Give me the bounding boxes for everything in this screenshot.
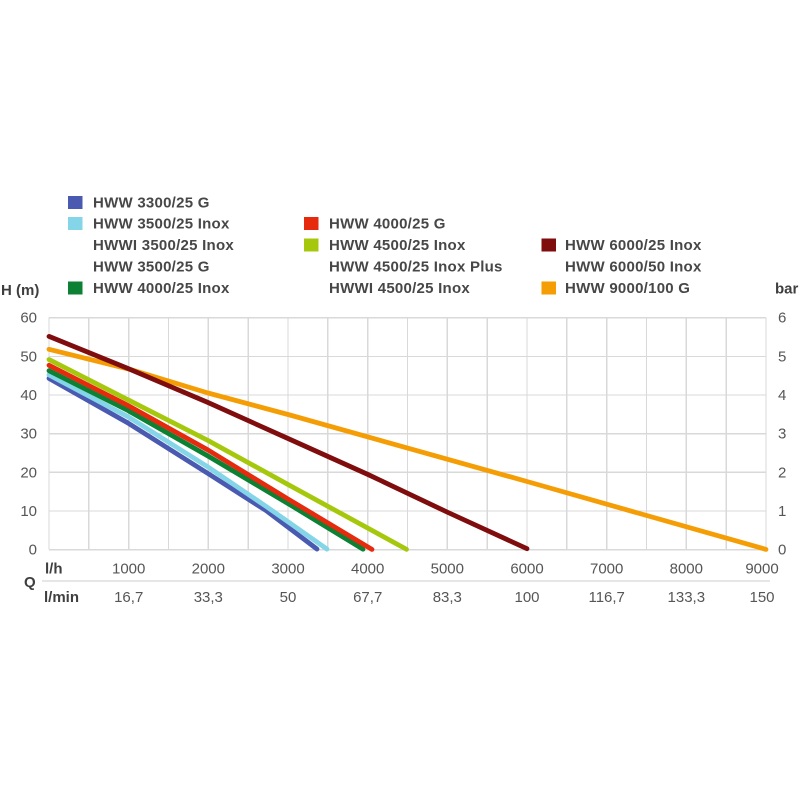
svg-text:l/h: l/h <box>45 561 63 578</box>
svg-text:9000: 9000 <box>745 561 778 578</box>
svg-text:3000: 3000 <box>271 561 304 578</box>
svg-text:6000: 6000 <box>510 561 543 578</box>
svg-text:5: 5 <box>778 348 786 365</box>
svg-text:150: 150 <box>749 589 774 606</box>
svg-text:l/min: l/min <box>44 589 79 606</box>
svg-text:100: 100 <box>514 589 539 606</box>
svg-text:30: 30 <box>20 426 37 443</box>
svg-text:H (m): H (m) <box>1 282 39 299</box>
svg-text:133,3: 133,3 <box>668 589 706 606</box>
svg-text:2000: 2000 <box>192 561 225 578</box>
svg-text:0: 0 <box>29 542 37 559</box>
svg-text:HWW 4000/25 Inox: HWW 4000/25 Inox <box>93 280 230 297</box>
svg-text:0: 0 <box>778 542 786 559</box>
svg-text:bar: bar <box>775 281 799 298</box>
svg-text:33,3: 33,3 <box>194 589 223 606</box>
svg-text:6: 6 <box>778 310 786 327</box>
svg-text:HWW 4000/25 G: HWW 4000/25 G <box>329 216 446 233</box>
svg-text:10: 10 <box>20 503 37 520</box>
svg-text:20: 20 <box>20 464 37 481</box>
svg-text:67,7: 67,7 <box>353 589 382 606</box>
svg-text:16,7: 16,7 <box>114 589 143 606</box>
svg-text:50: 50 <box>280 589 297 606</box>
svg-text:HWWI 4500/25 Inox: HWWI 4500/25 Inox <box>329 280 470 297</box>
svg-text:60: 60 <box>20 310 37 327</box>
svg-text:1000: 1000 <box>112 561 145 578</box>
svg-text:40: 40 <box>20 387 37 404</box>
svg-text:8000: 8000 <box>670 561 703 578</box>
svg-text:4000: 4000 <box>351 561 384 578</box>
svg-text:83,3: 83,3 <box>433 589 462 606</box>
svg-text:HWW 6000/50 Inox: HWW 6000/50 Inox <box>565 259 702 276</box>
svg-text:2: 2 <box>778 464 786 481</box>
svg-text:4: 4 <box>778 387 786 404</box>
svg-text:1: 1 <box>778 503 786 520</box>
svg-text:Q: Q <box>24 574 36 591</box>
svg-text:HWW 4500/25 Inox: HWW 4500/25 Inox <box>329 237 466 254</box>
svg-text:7000: 7000 <box>590 561 623 578</box>
svg-text:116,7: 116,7 <box>588 589 624 606</box>
svg-text:50: 50 <box>20 348 37 365</box>
svg-text:HWW 3500/25 Inox: HWW 3500/25 Inox <box>93 216 230 233</box>
svg-text:3: 3 <box>778 426 786 443</box>
svg-text:HWW 3500/25 G: HWW 3500/25 G <box>93 259 210 276</box>
svg-text:HWW 9000/100 G: HWW 9000/100 G <box>565 280 690 297</box>
svg-text:5000: 5000 <box>431 561 464 578</box>
svg-text:HWW 6000/25 Inox: HWW 6000/25 Inox <box>565 237 702 254</box>
svg-text:HWWI 3500/25 Inox: HWWI 3500/25 Inox <box>93 237 234 254</box>
svg-text:HWW 4500/25 Inox Plus: HWW 4500/25 Inox Plus <box>329 259 503 276</box>
svg-text:HWW 3300/25 G: HWW 3300/25 G <box>93 194 210 211</box>
